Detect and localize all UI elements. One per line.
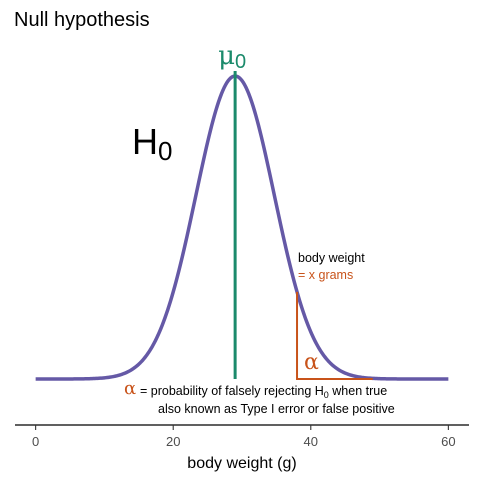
chart-title: Null hypothesis — [14, 9, 150, 31]
critical-value-sublabel: = x grams — [298, 268, 353, 282]
mu0-label: μ0 — [218, 41, 246, 73]
x-tick-label: 0 — [32, 434, 39, 449]
plot-area — [35, 71, 449, 381]
x-tick-label: 40 — [304, 434, 318, 449]
x-ticks: 0 20 40 60 — [32, 425, 456, 449]
alpha-description-line1: = probability of falsely rejecting H0 wh… — [140, 384, 387, 400]
alpha-region-label: α — [304, 350, 319, 375]
critical-value-label: body weight — [298, 251, 365, 265]
critical-value-marker — [296, 291, 373, 380]
x-tick-label: 60 — [441, 434, 455, 449]
x-tick-label: 20 — [166, 434, 180, 449]
alpha-symbol: α — [124, 378, 136, 399]
alpha-description-line2: also known as Type I error or false posi… — [158, 402, 395, 416]
x-axis-label: body weight (g) — [187, 455, 296, 472]
density-curve — [35, 74, 449, 381]
h0-label: H0 — [132, 121, 172, 166]
x-axis: 0 20 40 60 body weight (g) — [15, 424, 469, 472]
